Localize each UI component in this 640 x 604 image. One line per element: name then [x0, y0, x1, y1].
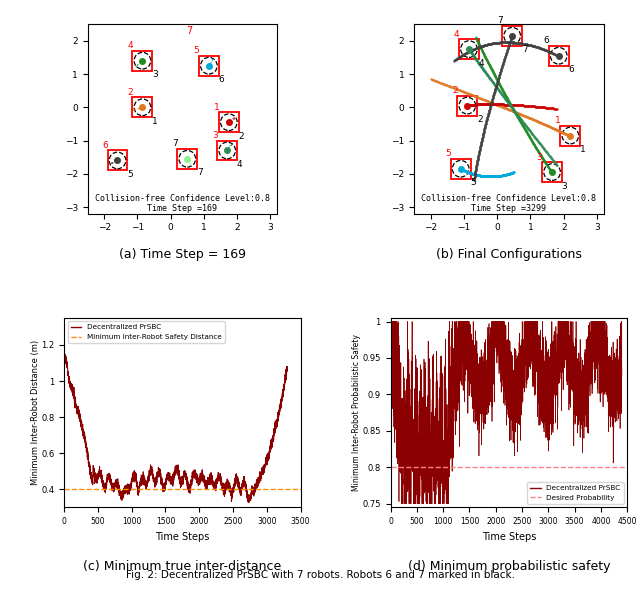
Text: 6: 6 — [218, 76, 224, 85]
Text: 7: 7 — [497, 16, 502, 25]
Y-axis label: Minimum Inter-Robot Distance (m): Minimum Inter-Robot Distance (m) — [31, 340, 40, 485]
X-axis label: Time Steps: Time Steps — [482, 532, 536, 542]
Text: 1: 1 — [580, 145, 586, 154]
Legend: Decentralized PrSBC, Desired Probability: Decentralized PrSBC, Desired Probability — [527, 482, 623, 504]
Text: (b) Final Configurations: (b) Final Configurations — [436, 248, 582, 261]
Text: 7: 7 — [197, 169, 203, 178]
Legend: Decentralized PrSBC, Minimum Inter-Robot Safety Distance: Decentralized PrSBC, Minimum Inter-Robot… — [68, 321, 225, 343]
Text: (c) Minimum true inter-distance: (c) Minimum true inter-distance — [83, 561, 282, 573]
Text: 1: 1 — [152, 117, 158, 126]
Text: Collision-free Confidence Level:0.8
Time Step =3299: Collision-free Confidence Level:0.8 Time… — [421, 194, 596, 213]
Text: 3: 3 — [152, 71, 158, 79]
Text: 1: 1 — [214, 103, 220, 112]
Text: (d) Minimum probabilistic safety: (d) Minimum probabilistic safety — [408, 561, 610, 573]
Text: Collision-free Confidence Level:0.8
Time Step =169: Collision-free Confidence Level:0.8 Time… — [95, 194, 270, 213]
Text: Fig. 2: Decentralized PrSBC with 7 robots. Robots 6 and 7 marked in black.: Fig. 2: Decentralized PrSBC with 7 robot… — [125, 570, 515, 580]
Text: 3: 3 — [212, 131, 218, 140]
Text: 2: 2 — [477, 115, 483, 124]
Text: 6: 6 — [543, 36, 549, 45]
Y-axis label: Minimum Inter-Robot Probabilistic Safety: Minimum Inter-Robot Probabilistic Safety — [352, 334, 361, 491]
Text: 7: 7 — [522, 45, 527, 54]
Text: 2: 2 — [239, 132, 244, 141]
Text: 4: 4 — [127, 42, 132, 50]
Text: 1: 1 — [555, 116, 561, 125]
Text: 6: 6 — [568, 65, 574, 74]
Text: 5: 5 — [445, 149, 451, 158]
Text: 3: 3 — [537, 153, 543, 162]
Text: 4: 4 — [479, 59, 484, 68]
Text: 7: 7 — [172, 140, 178, 149]
Text: 6: 6 — [102, 141, 108, 150]
Text: 5: 5 — [127, 170, 133, 179]
Text: 2: 2 — [452, 86, 458, 95]
Text: 4: 4 — [454, 30, 460, 39]
Text: 7: 7 — [186, 26, 192, 36]
Text: 3: 3 — [562, 182, 568, 191]
Text: 5: 5 — [193, 47, 199, 56]
Text: 2: 2 — [127, 88, 132, 97]
Text: 4: 4 — [237, 160, 243, 169]
Text: (a) Time Step = 169: (a) Time Step = 169 — [119, 248, 246, 261]
X-axis label: Time Steps: Time Steps — [155, 532, 209, 542]
Text: 5: 5 — [470, 178, 476, 187]
